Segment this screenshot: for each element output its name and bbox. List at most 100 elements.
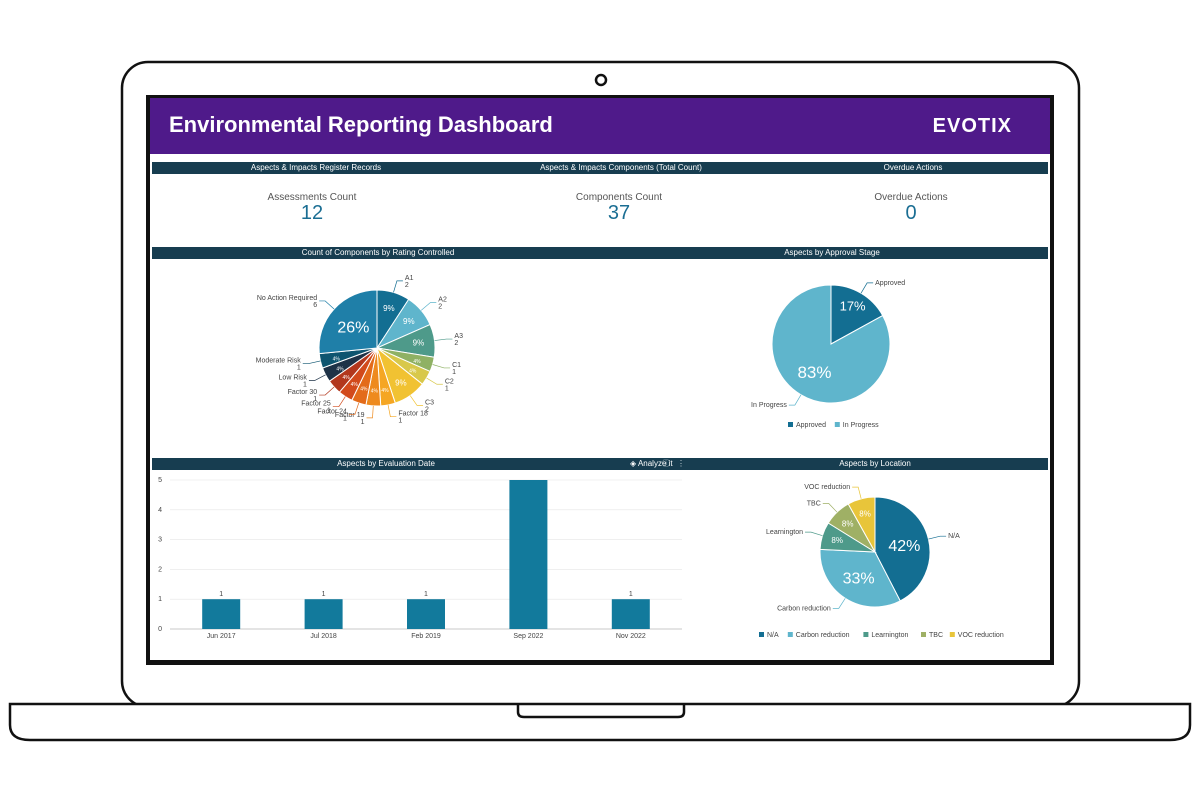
- leader-line: [788, 394, 802, 406]
- kpi-label: Overdue Actions: [874, 192, 948, 203]
- kpi-value: 12: [300, 202, 324, 224]
- slice-name-label: A3: [454, 333, 463, 340]
- bar-data-label: 1: [629, 591, 633, 598]
- x-tick-label: Nov 2022: [616, 633, 646, 640]
- pie-slice-carbon-reduction: [819, 548, 901, 608]
- slice-name-label: Factor 30: [288, 389, 318, 396]
- analyze-button[interactable]: ◈ Analyze it: [630, 458, 673, 470]
- y-tick-label: 4: [158, 507, 162, 514]
- slice-count-label: 1: [398, 418, 402, 425]
- evotix-logo: EVOTIX: [932, 115, 1012, 137]
- more-options-icon[interactable]: ⋮: [677, 459, 685, 468]
- page-title: Environmental Reporting Dashboard: [169, 112, 553, 137]
- y-tick-label: 2: [158, 566, 162, 573]
- middle-section-bar: Count of Components by Rating Controlled…: [152, 247, 1048, 259]
- bar-sep-2022: [509, 480, 548, 629]
- slice-name-label: In Progress: [751, 402, 787, 409]
- slice-pct-label: 26%: [337, 320, 369, 337]
- slice-count-label: 2: [405, 282, 409, 289]
- leader-line: [348, 402, 360, 415]
- slice-name-label: Factor 24: [317, 408, 347, 415]
- slice-name-label: TBC: [807, 501, 821, 508]
- x-tick-label: Feb 2019: [411, 633, 441, 640]
- leader-line: [366, 405, 374, 419]
- slice-pct-label: 8%: [831, 536, 843, 545]
- legend-item-learnington: Learnington: [871, 632, 908, 639]
- slice-name-label: Factor 25: [301, 401, 331, 408]
- slice-name-label: Factor 19: [335, 412, 365, 419]
- leader-line: [319, 386, 335, 396]
- bar-data-label: 1: [424, 591, 428, 598]
- slice-count-label: 6: [313, 302, 317, 309]
- slice-count-label: 1: [445, 385, 449, 392]
- leader-line: [805, 531, 823, 537]
- pie-slice-n-a: [874, 496, 931, 602]
- legend-swatch: [787, 632, 793, 637]
- slice-pct-label: 4%: [333, 356, 341, 362]
- x-tick-label: Sep 2022: [513, 633, 543, 640]
- section-title-rating: Count of Components by Rating Controlled: [301, 248, 455, 257]
- leader-line: [822, 503, 838, 513]
- kpi-assessments: Assessments Count 12: [212, 192, 412, 225]
- slice-pct-label: 4%: [360, 387, 368, 393]
- legend-item-approved: Approved: [796, 422, 826, 429]
- x-tick-label: Jun 2017: [207, 633, 236, 640]
- slice-name-label: A1: [405, 275, 414, 282]
- slice-count-label: 2: [454, 340, 458, 347]
- leader-line: [420, 302, 437, 311]
- legend-item-n-a: N/A: [767, 632, 779, 639]
- pie-slice-approved: [830, 284, 884, 345]
- bar-jul-2018: [304, 599, 343, 629]
- leader-line: [832, 598, 846, 609]
- slice-name-label: Low Risk: [279, 374, 308, 381]
- slice-pct-label: 9%: [403, 317, 415, 326]
- slice-pct-label: 9%: [413, 339, 425, 348]
- y-tick-label: 3: [158, 537, 162, 544]
- kpi-label: Assessments Count: [267, 192, 357, 203]
- kpi-components: Components Count 37: [519, 192, 719, 225]
- kpi-value: 0: [905, 202, 917, 224]
- pie-slice-voc-reduction: [847, 496, 876, 554]
- leader-line: [434, 338, 453, 341]
- section-title-overdue: Overdue Actions: [883, 163, 943, 172]
- bar-feb-2019: [407, 599, 445, 629]
- approval-pie-chart: 17% Approved 83% In Progress Approved In Prog…: [751, 280, 905, 429]
- slice-name-label: N/A: [948, 533, 960, 540]
- slice-name-label: Learnington: [766, 529, 803, 536]
- section-title-components: Aspects & Impacts Components (Total Coun…: [540, 163, 702, 172]
- section-title-approval: Aspects by Approval Stage: [784, 248, 880, 257]
- kpi-overdue: Overdue Actions 0: [811, 192, 1011, 225]
- leader-line: [426, 377, 443, 385]
- bar-nov-2022: [611, 599, 650, 629]
- leader-line: [432, 364, 451, 369]
- pie-slice-in-progress: [771, 284, 891, 404]
- slice-pct-label: 4%: [351, 382, 359, 388]
- slice-pct-label: 9%: [395, 378, 407, 387]
- leader-line: [860, 282, 874, 294]
- info-icon[interactable]: ⓘ: [662, 459, 670, 468]
- layers-icon: ◈: [630, 459, 637, 468]
- slice-name-label: Moderate Risk: [256, 358, 302, 365]
- legend-item-tbc: TBC: [929, 632, 943, 639]
- x-tick-label: Jul 2018: [310, 633, 337, 640]
- slice-count-label: 1: [452, 369, 456, 376]
- evaluation-bar-chart: 0 1 2 3 4 5 1 Jun 2017 1 Jul 2018 1 Feb 2019 Sep 202…: [158, 477, 682, 640]
- slice-pct-label: 8%: [859, 510, 871, 519]
- leader-line: [308, 374, 326, 381]
- kpi-value: 37: [607, 202, 631, 224]
- legend-item-voc-reduction: VOC reduction: [958, 632, 1004, 639]
- slice-pct-label: 17%: [840, 298, 866, 313]
- slice-count-label: 2: [425, 406, 429, 413]
- slice-name-label: C3: [425, 399, 434, 406]
- section-title-register: Aspects & Impacts Register Records: [250, 163, 382, 172]
- slice-count-label: 1: [361, 419, 365, 426]
- bottom-section-bar: Aspects by Evaluation Date Aspects by Lo…: [152, 458, 1048, 470]
- slice-pct-label: 4%: [342, 375, 350, 381]
- legend-swatch: [863, 632, 869, 637]
- slice-pct-label: 9%: [383, 304, 395, 313]
- slice-name-label: Carbon reduction: [777, 605, 831, 612]
- slice-count-label: 2: [438, 304, 442, 311]
- leader-line: [393, 280, 403, 293]
- slice-name-label: VOC reduction: [804, 484, 850, 491]
